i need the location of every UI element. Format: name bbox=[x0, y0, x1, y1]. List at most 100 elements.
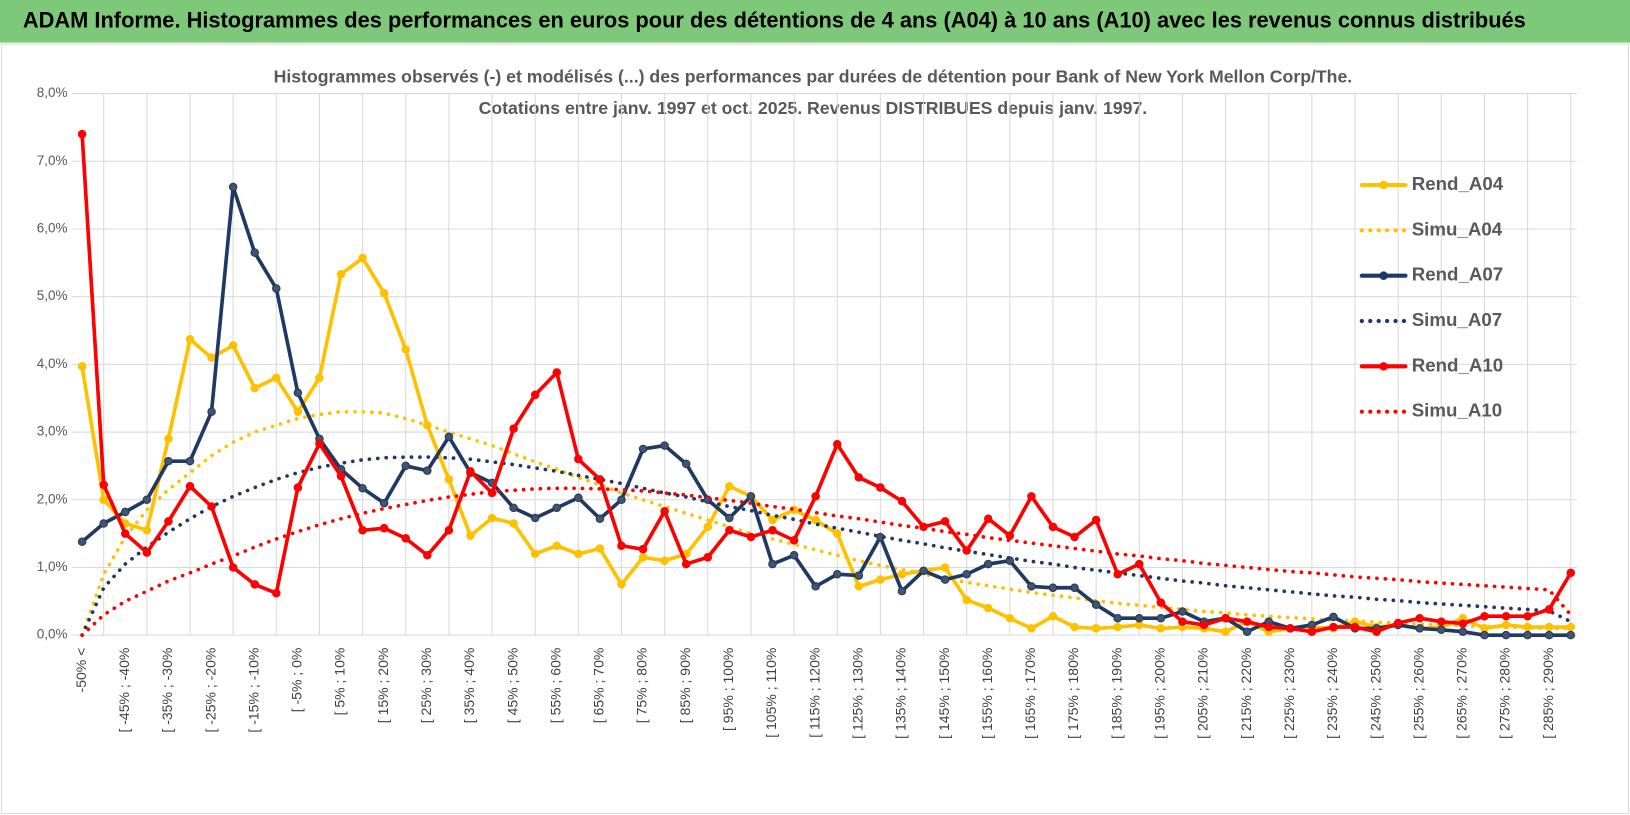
series-marker bbox=[983, 603, 993, 613]
legend-marker bbox=[1379, 180, 1388, 190]
x-tick-label: [ 235% ; 240% bbox=[1324, 648, 1340, 739]
series-marker bbox=[1242, 617, 1252, 626]
x-tick-label: [ 105% ; 110% bbox=[763, 648, 779, 738]
series-marker bbox=[638, 544, 648, 554]
series-marker bbox=[1113, 613, 1122, 623]
header-bar bbox=[0, 0, 1630, 43]
legend-label: Simu_A10 bbox=[1412, 400, 1502, 421]
series-marker bbox=[1566, 622, 1576, 632]
x-tick-label: [ 35% ; 40% bbox=[461, 648, 477, 724]
series-marker bbox=[293, 388, 303, 398]
x-tick-label: [ -25% ; -20% bbox=[202, 648, 218, 733]
series-marker bbox=[660, 556, 669, 565]
x-tick-label: [ 255% ; 260% bbox=[1410, 648, 1426, 739]
series-marker bbox=[1329, 612, 1338, 622]
series-marker bbox=[1393, 618, 1403, 628]
series-marker bbox=[1134, 613, 1144, 623]
series-marker bbox=[1480, 630, 1489, 640]
series-marker bbox=[1480, 611, 1489, 621]
series-marker bbox=[832, 439, 842, 449]
series-marker bbox=[595, 544, 605, 553]
series-marker bbox=[983, 559, 993, 569]
series-marker bbox=[940, 575, 950, 584]
series-marker bbox=[336, 471, 346, 481]
x-tick-label: [ -5% ; 0% bbox=[289, 648, 305, 713]
series-marker bbox=[574, 549, 583, 559]
series-marker bbox=[401, 534, 410, 543]
x-tick-label: [ 285% ; 290% bbox=[1540, 648, 1556, 739]
series-marker bbox=[617, 541, 626, 551]
series-marker bbox=[401, 461, 410, 471]
series-marker bbox=[789, 551, 799, 560]
x-tick-label: [ 275% ; 280% bbox=[1497, 648, 1513, 739]
series-marker bbox=[768, 525, 777, 535]
series-marker bbox=[811, 582, 820, 591]
series-marker bbox=[574, 454, 583, 464]
x-tick-label: [ -45% ; -40% bbox=[116, 648, 132, 733]
x-tick-label: [ 115% ; 120% bbox=[806, 648, 822, 738]
series-marker bbox=[1070, 583, 1079, 593]
x-tick-label: [ 155% ; 160% bbox=[979, 648, 995, 739]
x-tick-label: [ 45% ; 50% bbox=[504, 648, 520, 724]
series-marker bbox=[1544, 605, 1554, 614]
x-tick-label: [ 85% ; 90% bbox=[677, 648, 693, 724]
series-marker bbox=[444, 432, 454, 442]
series-marker bbox=[1264, 622, 1273, 632]
series-marker bbox=[423, 466, 432, 475]
series-marker bbox=[272, 373, 281, 383]
series-marker bbox=[99, 519, 108, 528]
series-marker bbox=[854, 571, 864, 580]
x-tick-label: -50% < bbox=[73, 648, 89, 693]
series-marker bbox=[336, 270, 346, 279]
series-marker bbox=[725, 481, 734, 491]
series-marker bbox=[574, 493, 583, 502]
legend-label: Simu_A04 bbox=[1412, 218, 1503, 239]
chart-subtitle: Cotations entre janv. 1997 et oct. 2025.… bbox=[479, 98, 1148, 118]
series-marker bbox=[660, 441, 669, 450]
series-marker bbox=[1566, 630, 1576, 640]
series-marker bbox=[1048, 522, 1058, 532]
x-tick-label: [ 75% ; 80% bbox=[634, 648, 650, 724]
series-marker bbox=[638, 553, 648, 562]
series-marker bbox=[1199, 620, 1209, 630]
series-marker bbox=[1134, 559, 1144, 569]
series-marker bbox=[1156, 624, 1166, 633]
series-marker bbox=[509, 503, 518, 513]
series-marker bbox=[746, 532, 756, 542]
series-marker bbox=[1544, 630, 1554, 640]
series-marker bbox=[681, 559, 691, 569]
x-tick-label: [ 185% ; 190% bbox=[1108, 648, 1124, 739]
series-marker bbox=[919, 566, 928, 576]
series-marker bbox=[1178, 607, 1187, 616]
series-marker bbox=[401, 345, 410, 354]
x-tick-label: [ 245% ; 250% bbox=[1367, 648, 1383, 739]
series-marker bbox=[142, 525, 152, 535]
series-marker bbox=[552, 368, 562, 377]
series-marker bbox=[315, 439, 324, 448]
series-marker bbox=[530, 549, 540, 559]
chart-frame bbox=[1, 43, 1629, 814]
series-marker bbox=[962, 546, 971, 555]
series-marker bbox=[1048, 611, 1058, 621]
series-marker bbox=[77, 129, 87, 139]
series-marker bbox=[876, 575, 885, 584]
y-tick-label: 5,0% bbox=[37, 288, 68, 303]
series-marker bbox=[379, 289, 389, 298]
series-marker bbox=[1113, 622, 1122, 632]
series-marker bbox=[207, 502, 216, 511]
x-tick-label: [ 225% ; 230% bbox=[1281, 648, 1297, 739]
x-tick-label: [ 5% ; 10% bbox=[332, 648, 348, 716]
series-marker bbox=[962, 569, 971, 579]
series-marker bbox=[1437, 625, 1446, 635]
series-marker bbox=[423, 551, 432, 560]
series-marker bbox=[466, 531, 475, 540]
series-marker bbox=[1523, 611, 1532, 621]
series-marker bbox=[703, 522, 713, 532]
series-marker bbox=[1566, 568, 1576, 578]
series-marker bbox=[617, 495, 626, 505]
series-marker bbox=[725, 525, 734, 535]
series-marker bbox=[595, 475, 605, 484]
legend-label: Rend_A04 bbox=[1412, 173, 1504, 194]
series-marker bbox=[768, 515, 777, 525]
